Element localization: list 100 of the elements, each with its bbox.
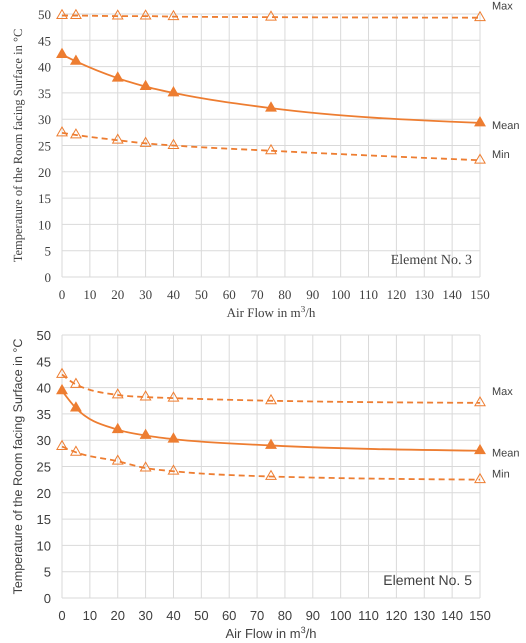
y-tick-label: 10: [38, 217, 51, 232]
y-tick-label: 0: [44, 270, 51, 285]
x-tick-label: 0: [58, 608, 66, 623]
x-tick-label: 130: [413, 608, 436, 623]
x-tick-label: 60: [222, 287, 236, 302]
point: [265, 470, 277, 480]
y-tick-label: 40: [36, 380, 51, 396]
point: [140, 10, 152, 20]
point: [140, 429, 152, 439]
point: [112, 423, 124, 434]
y-tick-label: 50: [38, 7, 51, 22]
point: [168, 432, 180, 443]
y-tick-label: 20: [38, 164, 51, 180]
point: [140, 390, 152, 401]
point: [168, 86, 180, 96]
series-label: Max: [492, 0, 514, 13]
x-tick-label: 150: [469, 608, 491, 623]
x-tick-label: 100: [330, 608, 352, 623]
y-tick-label: 25: [36, 460, 51, 474]
point: [56, 48, 68, 58]
x-tick-label: 130: [414, 287, 434, 302]
point: [140, 80, 152, 90]
y-tick-label: 5: [44, 244, 51, 259]
series-label: Mean: [492, 120, 520, 132]
x-tick-label: 70: [250, 608, 264, 623]
y-axis-title: Temperature of the Room facing Surface in °C: [11, 338, 25, 594]
x-tick-label: 90: [306, 608, 320, 623]
point: [168, 139, 180, 149]
point: [474, 473, 486, 484]
x-tick-label: 150: [470, 287, 490, 302]
x-tick-label: 10: [83, 287, 96, 302]
y-tick-label: 15: [38, 191, 51, 206]
y-tick-label: 30: [36, 433, 51, 448]
y-tick-label: 40: [38, 60, 51, 75]
x-tick-label: 120: [386, 608, 408, 623]
point: [168, 10, 180, 20]
y-tick-label: 25: [38, 138, 51, 154]
point: [70, 446, 82, 456]
point: [70, 378, 82, 388]
x-tick-label: 50: [194, 287, 208, 302]
y-tick-label: 5: [44, 564, 51, 580]
point: [168, 392, 180, 402]
annotation: Element No. 5: [383, 572, 472, 588]
point: [56, 126, 68, 136]
x-tick-label: 30: [138, 608, 153, 623]
series-label: Min: [492, 149, 510, 162]
point: [474, 11, 486, 22]
x-tick-label: 50: [194, 608, 209, 623]
y-tick-label: 35: [38, 86, 51, 101]
point: [265, 394, 277, 404]
point: [265, 439, 277, 449]
x-tick-label: 90: [306, 287, 320, 302]
point: [474, 444, 486, 454]
point: [265, 10, 277, 21]
y-tick-label: 45: [36, 354, 51, 370]
series-label: Mean: [492, 448, 520, 460]
point: [112, 454, 124, 465]
x-tick-label: 30: [139, 287, 152, 302]
point: [70, 128, 82, 138]
x-tick-label: 80: [278, 287, 292, 302]
point: [474, 154, 486, 164]
point: [70, 402, 82, 412]
point: [112, 10, 124, 20]
point: [140, 462, 152, 472]
x-axis-title: Air Flow in m$^{3}$/h: [225, 625, 317, 641]
point: [265, 102, 277, 112]
y-tick-label: 50: [36, 328, 51, 343]
y-tick-label: 45: [38, 33, 51, 48]
x-tick-label: 60: [222, 608, 236, 623]
x-tick-label: 100: [330, 287, 350, 302]
point: [140, 137, 152, 147]
x-tick-label: 80: [278, 608, 292, 623]
x-tick-label: 110: [358, 608, 379, 623]
point: [168, 464, 180, 475]
x-tick-label: 70: [250, 287, 264, 302]
annotation: Element No. 3: [390, 253, 472, 268]
y-tick-label: 15: [36, 512, 51, 528]
point: [112, 388, 124, 398]
point: [70, 54, 82, 65]
x-tick-label: 20: [110, 608, 125, 623]
point: [112, 134, 124, 144]
x-axis-title: Air Flow in m$^{3}$/h: [226, 304, 316, 320]
point: [474, 116, 486, 126]
y-tick-label: 20: [36, 486, 51, 501]
y-axis-title: Temperature of the Room facing Surface in °C: [11, 28, 25, 262]
point: [56, 440, 68, 450]
point: [265, 144, 277, 154]
x-tick-label: 40: [166, 287, 180, 302]
x-tick-label: 110: [359, 287, 378, 302]
point: [112, 72, 124, 82]
y-tick-label: 30: [38, 112, 51, 128]
point: [56, 368, 68, 378]
x-tick-label: 140: [441, 608, 463, 623]
point: [70, 9, 82, 20]
x-tick-label: 40: [166, 608, 181, 623]
series-label: Min: [492, 468, 510, 481]
point: [56, 9, 68, 20]
y-tick-label: 0: [44, 591, 51, 606]
point: [56, 384, 68, 394]
y-tick-label: 10: [36, 538, 51, 554]
